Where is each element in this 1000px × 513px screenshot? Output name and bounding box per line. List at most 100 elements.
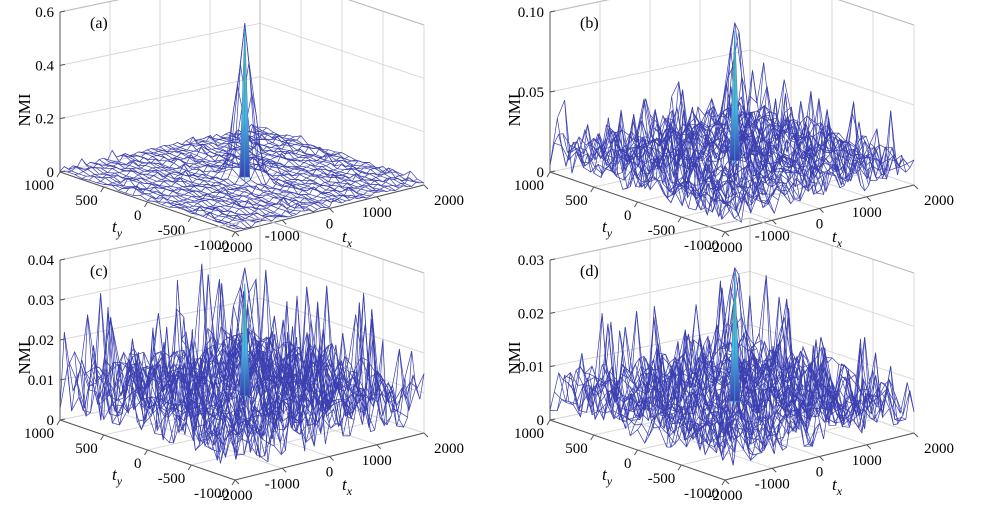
- z-tick: [549, 90, 556, 93]
- mesh-line: [194, 263, 363, 425]
- tx-axis-label: tx: [832, 227, 843, 250]
- z-tick-label: 0.04: [28, 253, 55, 269]
- mesh-line: [741, 337, 906, 422]
- axes: 00.20.40.6-1000-50005001000-2000-1000010…: [24, 5, 464, 256]
- tx-tick: [819, 208, 824, 213]
- mesh-line: [212, 137, 379, 193]
- mesh-line: [619, 330, 792, 445]
- z-tick-label: 0.03: [28, 293, 54, 309]
- mesh-line: [151, 129, 322, 208]
- z-tick-label: 0.4: [35, 58, 54, 74]
- ty-tick-label: 500: [75, 193, 98, 209]
- ty-tick-label: 1000: [24, 426, 54, 442]
- mesh-line: [654, 31, 824, 195]
- tx-tick: [423, 184, 429, 190]
- ty-tick: [590, 434, 595, 441]
- mesh-line: [129, 351, 302, 439]
- mesh-line: [736, 101, 902, 167]
- ty-tick: [231, 479, 236, 486]
- mesh-line: [749, 317, 915, 414]
- tx-tick: [913, 432, 919, 438]
- mesh-line: [588, 366, 763, 453]
- ty-axis-label: ty: [112, 217, 123, 240]
- mesh-line: [601, 126, 775, 214]
- ty-label-sub: y: [606, 474, 613, 488]
- ty-tick-label: 0: [624, 208, 632, 224]
- ty-label-sub: y: [606, 226, 613, 240]
- z-tick: [59, 117, 66, 120]
- tx-tick-label: -2000: [218, 488, 253, 504]
- surface-mesh: [549, 21, 915, 224]
- mesh-line: [667, 123, 836, 190]
- tx-label-main: t: [832, 227, 838, 246]
- mesh-line: [680, 111, 849, 186]
- mesh-line: [597, 114, 771, 209]
- z-tick: [59, 378, 66, 381]
- ty-tick: [56, 419, 61, 426]
- z-tick-label: 0: [47, 413, 55, 429]
- tx-axis-label: tx: [342, 227, 353, 250]
- tx-tick: [281, 467, 287, 473]
- mesh-line: [684, 333, 853, 423]
- grid-line: [681, 418, 874, 466]
- z-tick: [549, 311, 556, 314]
- ty-tick: [187, 464, 192, 471]
- mesh-line: [580, 123, 755, 205]
- mesh-line: [94, 360, 269, 463]
- ty-tick-label: 500: [75, 441, 98, 457]
- mesh-line: [77, 166, 252, 228]
- mesh-line: [732, 86, 898, 176]
- tx-label-main: t: [342, 475, 348, 494]
- ty-tick-label: -1000: [194, 486, 229, 502]
- tx-tick: [866, 444, 872, 450]
- ty-tick: [721, 231, 726, 238]
- ty-tick-label: 1000: [514, 178, 544, 194]
- mesh-line: [159, 23, 330, 208]
- mesh-line: [255, 324, 421, 403]
- grid-line: [147, 405, 343, 451]
- mesh-line: [72, 165, 248, 228]
- wall-top-edge: [549, 0, 915, 26]
- tx-tick: [281, 219, 287, 225]
- tx-tick-label: 1000: [362, 453, 392, 469]
- mesh-line: [632, 119, 804, 191]
- tx-label-main: t: [832, 475, 838, 494]
- mesh-line: [250, 285, 417, 412]
- mesh-line: [155, 286, 326, 444]
- mesh-line: [610, 115, 783, 205]
- tx-tick-label: 2000: [434, 193, 464, 209]
- panel-label: (a): [90, 15, 108, 32]
- mesh-line: [745, 70, 911, 171]
- surface-mesh: [59, 23, 425, 230]
- ty-tick: [56, 171, 61, 178]
- mesh-line: [238, 129, 404, 187]
- mesh-line: [723, 296, 890, 419]
- z-tick-label: 0.2: [35, 112, 54, 128]
- mesh-line: [259, 314, 425, 407]
- z-tick: [59, 298, 66, 301]
- mesh-line: [181, 143, 351, 201]
- ty-tick: [546, 419, 551, 426]
- mesh-line: [177, 142, 347, 202]
- tx-tick-label: -1000: [755, 476, 790, 492]
- mesh-line: [649, 22, 820, 190]
- z-tick: [549, 365, 556, 368]
- tx-tick-label: 0: [326, 465, 334, 481]
- ty-tick: [677, 464, 682, 471]
- tx-tick: [771, 467, 777, 473]
- tx-tick-label: -2000: [708, 488, 743, 504]
- mesh-line: [190, 328, 359, 408]
- z-tick-label: 0.01: [518, 360, 544, 376]
- tx-tick: [819, 456, 824, 461]
- z-tick-label: 0: [537, 413, 545, 429]
- mesh-line: [150, 291, 322, 447]
- ty-tick: [546, 171, 551, 178]
- z-tick-label: 0.02: [28, 333, 54, 349]
- tx-tick-label: 2000: [434, 441, 464, 457]
- panel-a: 00.20.40.6-1000-50005001000-2000-1000010…: [15, 0, 464, 256]
- tx-tick: [234, 479, 240, 485]
- ty-tick: [144, 201, 148, 208]
- z-tick: [59, 258, 66, 261]
- mesh-line: [164, 62, 334, 202]
- panel-b: 00.050.10-1000-50005001000-2000-10000100…: [505, 0, 954, 256]
